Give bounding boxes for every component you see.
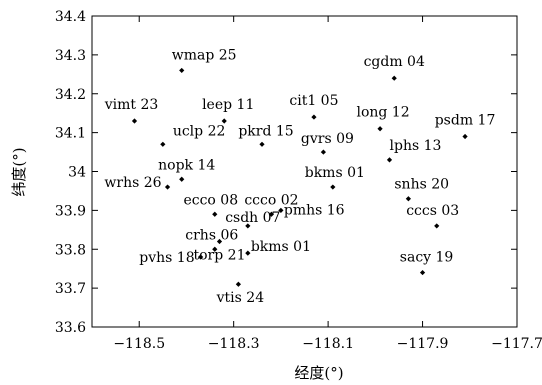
data-point bbox=[198, 254, 204, 260]
point-label: leep 11 bbox=[202, 97, 254, 113]
data-point bbox=[179, 67, 185, 74]
point-label: cccs 03 bbox=[406, 203, 459, 219]
y-tick-label: 34.2 bbox=[55, 87, 86, 103]
point-label: pvhs 18 bbox=[139, 250, 194, 266]
point-label: wmap 25 bbox=[172, 47, 237, 63]
point-label: bkms 01 bbox=[305, 165, 365, 181]
point-label: ecco 08 bbox=[183, 192, 238, 208]
y-axis-ticks: 33.6 33.7 33.8 33.9 34 34.1 34.2 34.3 34.4 bbox=[55, 9, 517, 336]
x-axis-ticks: −118.5 −118.3 −118.1 −117.9 −117.7 bbox=[113, 16, 542, 352]
x-tick-label: −118.1 bbox=[302, 336, 354, 352]
point-label: vimt 23 bbox=[104, 97, 159, 113]
data-point bbox=[268, 211, 275, 217]
point-label: csdh 07 bbox=[225, 210, 280, 226]
data-point bbox=[386, 157, 393, 163]
point-label: sacy 19 bbox=[400, 250, 454, 266]
x-tick-label: −118.5 bbox=[113, 336, 165, 352]
point-label: psdm 17 bbox=[435, 113, 496, 129]
data-point bbox=[164, 184, 171, 190]
data-point bbox=[179, 176, 185, 182]
y-axis-label: 纬度(°) bbox=[10, 147, 28, 196]
data-point bbox=[405, 196, 411, 202]
data-point bbox=[330, 184, 336, 190]
data-point bbox=[462, 133, 468, 140]
point-label: nopk 14 bbox=[158, 157, 215, 173]
point-label: bkms 01 bbox=[251, 239, 311, 255]
x-tick-label: −118.3 bbox=[208, 336, 260, 352]
point-label: pmhs 16 bbox=[284, 202, 345, 218]
data-point bbox=[259, 141, 265, 147]
y-tick-label: 34.3 bbox=[55, 48, 86, 64]
data-points bbox=[131, 67, 468, 287]
point-label: gvrs 09 bbox=[301, 131, 354, 147]
point-labels: wmap 25 cgdm 04 vimt 23 leep 11 cit1 05 long … bbox=[104, 47, 496, 306]
data-point bbox=[278, 207, 284, 213]
y-tick-label: 34.1 bbox=[55, 126, 86, 142]
point-label: crhs 06 bbox=[185, 227, 238, 243]
data-point bbox=[245, 223, 251, 229]
point-label: pkrd 15 bbox=[238, 123, 293, 139]
point-label: cit1 05 bbox=[289, 93, 338, 109]
y-tick-label: 33.9 bbox=[55, 203, 86, 219]
data-point bbox=[212, 246, 218, 252]
data-point bbox=[221, 118, 227, 124]
y-tick-label: 33.8 bbox=[55, 242, 86, 258]
data-point bbox=[160, 141, 166, 147]
point-label: torp 21 bbox=[194, 247, 246, 263]
data-point bbox=[131, 118, 138, 124]
point-label: vtis 24 bbox=[216, 290, 265, 306]
data-point bbox=[212, 211, 218, 217]
x-axis-label: 经度(°) bbox=[294, 364, 343, 382]
data-point bbox=[434, 223, 440, 229]
y-tick-label: 33.6 bbox=[55, 320, 86, 336]
data-point bbox=[235, 281, 241, 287]
data-point bbox=[216, 238, 223, 245]
point-label: long 12 bbox=[356, 105, 409, 121]
y-tick-label: 33.7 bbox=[55, 281, 86, 297]
point-label: ccco 02 bbox=[244, 192, 298, 208]
y-tick-label: 34.4 bbox=[55, 9, 86, 25]
point-label: snhs 20 bbox=[394, 177, 449, 193]
data-point bbox=[377, 126, 383, 132]
x-tick-label: −117.7 bbox=[491, 336, 542, 352]
point-label: wrhs 26 bbox=[104, 175, 161, 191]
y-tick-label: 34 bbox=[68, 165, 86, 181]
data-point bbox=[320, 149, 326, 155]
point-label: lphs 13 bbox=[390, 138, 442, 154]
data-point bbox=[391, 75, 397, 81]
point-label: uclp 22 bbox=[173, 123, 226, 139]
data-point bbox=[419, 269, 426, 276]
x-tick-label: −117.9 bbox=[397, 336, 449, 352]
data-point bbox=[311, 114, 317, 120]
point-label: cgdm 04 bbox=[364, 54, 425, 70]
data-point bbox=[245, 250, 251, 256]
